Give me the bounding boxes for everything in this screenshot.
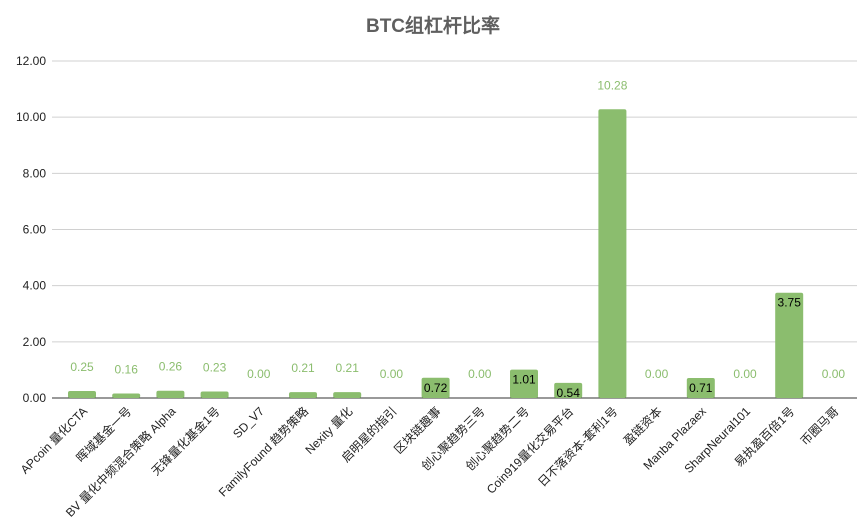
data-label: 0.25: [70, 360, 94, 374]
data-label: 0.23: [203, 361, 227, 375]
x-tick-label: 币圈马哥: [798, 404, 842, 448]
bar: [775, 292, 804, 398]
data-label: 0.26: [159, 360, 183, 374]
y-tick-label: 12.00: [16, 54, 46, 68]
bar: [200, 391, 229, 398]
data-label: 0.21: [291, 361, 315, 375]
data-label: 10.28: [597, 78, 627, 92]
data-label: 0.00: [733, 367, 757, 381]
x-tick-label: 日不落资本-套利1号: [535, 404, 620, 489]
data-label: 0.00: [380, 367, 404, 381]
x-tick-label: SD_V7: [230, 404, 267, 441]
y-tick-label: 0.00: [23, 391, 47, 405]
data-label: 0.71: [689, 381, 713, 395]
data-label: 0.00: [645, 367, 669, 381]
y-tick-label: 10.00: [16, 110, 46, 124]
bar: [289, 392, 317, 398]
x-tick-label: APcoin 量化CTA: [18, 404, 90, 476]
bar: [554, 382, 583, 398]
y-tick-label: 4.00: [23, 279, 47, 293]
bar: [112, 393, 141, 398]
bar: [156, 390, 185, 398]
data-label: 0.00: [247, 367, 271, 381]
data-label: 0.16: [115, 363, 139, 377]
bar: [598, 109, 627, 398]
data-label: 0.54: [557, 386, 581, 400]
bar: [333, 392, 362, 398]
chart-title: BTC组杠杆比率: [366, 14, 500, 37]
x-tick-label: FamilyFound 趋势策略: [215, 404, 311, 500]
bar: [68, 390, 96, 398]
data-label: 0.00: [468, 367, 492, 381]
bar: [421, 377, 450, 398]
x-tick-label: 盈链资本: [620, 404, 665, 449]
data-label: 1.01: [512, 373, 536, 387]
data-label: 0.00: [822, 367, 846, 381]
x-tick-label: Coin919量化交易平台: [483, 404, 576, 497]
y-tick-label: 6.00: [23, 223, 47, 237]
y-tick-label: 2.00: [23, 335, 47, 349]
data-label: 3.75: [778, 296, 802, 310]
y-tick-label: 8.00: [23, 166, 47, 180]
data-label: 0.21: [336, 361, 360, 375]
data-label: 0.72: [424, 381, 448, 395]
bar: [686, 378, 715, 398]
bar: [510, 369, 538, 398]
